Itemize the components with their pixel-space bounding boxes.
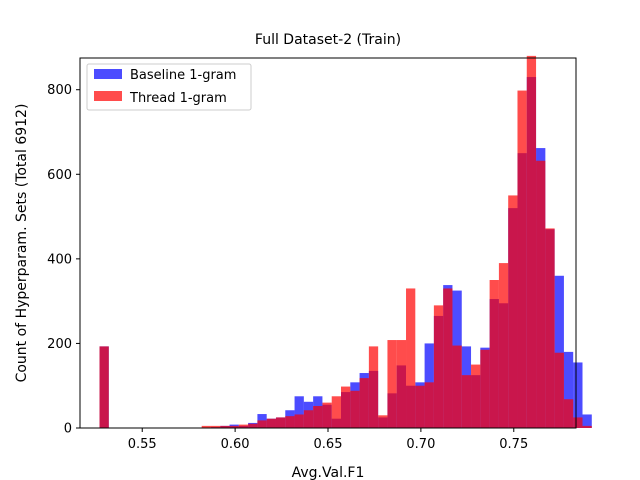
bar-thread-26 <box>341 386 351 428</box>
bar-baseline-52 <box>582 414 592 428</box>
bar-thread-40 <box>471 364 481 428</box>
legend: Baseline 1-gram Thread 1-gram <box>86 63 252 111</box>
bar-thread-49 <box>554 352 564 428</box>
bar-thread-41 <box>480 349 490 428</box>
bar-baseline-49 <box>554 275 564 428</box>
bar-thread-23 <box>313 406 323 428</box>
bar-baseline-21 <box>294 396 304 428</box>
bar-thread-34 <box>415 385 425 428</box>
y-axis-ticks: 0 200 400 600 800 <box>47 83 80 437</box>
bar-thread-13 <box>220 425 230 428</box>
bar-thread-42 <box>489 280 499 428</box>
y-tick-label-4: 800 <box>47 83 72 98</box>
bar-thread-18 <box>266 418 276 428</box>
x-tick-label-1: 0.60 <box>221 437 250 452</box>
bar-thread-12 <box>210 425 221 428</box>
bar-thread-48 <box>545 228 555 428</box>
bar-thread-29 <box>368 346 379 428</box>
legend-swatch-baseline <box>94 69 122 79</box>
bar-thread-14 <box>229 425 239 428</box>
y-tick-label-3: 600 <box>47 168 72 183</box>
bar-thread-17 <box>257 420 267 428</box>
bar-thread-11 <box>201 425 211 428</box>
x-axis-ticks: 0.55 0.60 0.65 0.70 0.75 <box>128 428 528 452</box>
bar-thread-37 <box>443 288 453 428</box>
bar-thread-25 <box>331 396 342 428</box>
bar-thread-28 <box>359 378 369 428</box>
bar-thread-43 <box>498 263 509 428</box>
x-tick-label-0: 0.55 <box>128 437 157 452</box>
bar-thread-20 <box>285 416 295 428</box>
bar-thread-38 <box>452 345 462 428</box>
y-tick-label-2: 400 <box>47 252 72 267</box>
x-tick-label-4: 0.75 <box>499 437 528 452</box>
bar-thread-15 <box>238 424 249 428</box>
bar-thread-52 <box>582 425 592 428</box>
bar-thread-51 <box>573 417 583 428</box>
bar-thread-31 <box>387 340 397 428</box>
legend-label-thread: Thread 1-gram <box>129 91 227 106</box>
legend-swatch-thread <box>94 91 122 101</box>
x-axis-label: Avg.Val.F1 <box>292 465 365 480</box>
y-tick-label-0: 0 <box>64 422 72 437</box>
legend-label-baseline: Baseline 1-gram <box>130 68 236 83</box>
bar-thread-19 <box>275 417 286 428</box>
thread-series-bars <box>99 55 592 429</box>
bar-thread-27 <box>350 390 360 428</box>
bar-thread-35 <box>424 382 434 428</box>
bar-thread-16 <box>248 423 258 428</box>
bar-baseline-50 <box>563 351 574 428</box>
bar-thread-44 <box>508 195 518 428</box>
bar-thread-21 <box>294 414 304 428</box>
bar-thread-50 <box>563 399 574 428</box>
bar-thread-33 <box>406 288 416 428</box>
bar-thread-36 <box>433 305 444 428</box>
x-tick-label-2: 0.65 <box>314 437 343 452</box>
y-tick-label-1: 200 <box>47 337 72 352</box>
bar-thread-30 <box>378 415 388 428</box>
bar-thread-32 <box>396 340 407 428</box>
bar-thread-47 <box>536 160 546 429</box>
bar-thread-22 <box>303 410 314 428</box>
bar-thread-39 <box>461 375 472 428</box>
y-axis-label: Count of Hyperparam. Sets (Total 6912) <box>14 104 30 383</box>
bar-baseline-51 <box>573 362 583 428</box>
bar-thread-0 <box>99 346 109 428</box>
bar-thread-46 <box>526 55 537 429</box>
bar-thread-24 <box>322 402 332 428</box>
legend-box <box>86 63 252 111</box>
x-tick-label-3: 0.70 <box>406 437 435 452</box>
chart-title: Full Dataset-2 (Train) <box>255 32 401 48</box>
bar-thread-45 <box>517 90 527 428</box>
